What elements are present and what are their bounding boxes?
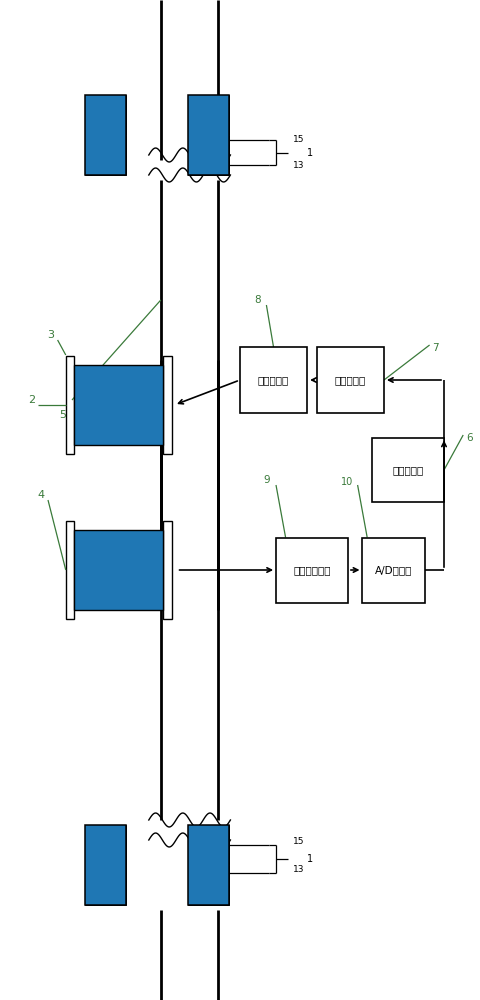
Text: 9: 9 bbox=[264, 475, 270, 485]
Bar bbox=[85, 95, 126, 135]
Text: 6: 6 bbox=[467, 433, 473, 443]
Bar bbox=[85, 825, 126, 865]
Text: 7: 7 bbox=[432, 343, 439, 353]
Bar bbox=[276, 538, 348, 602]
Bar bbox=[74, 530, 163, 610]
Bar bbox=[85, 825, 126, 905]
Text: 中心处理器: 中心处理器 bbox=[392, 465, 424, 475]
Text: 13: 13 bbox=[293, 865, 304, 874]
Text: 1: 1 bbox=[307, 854, 313, 864]
Bar bbox=[317, 348, 384, 412]
Bar bbox=[188, 135, 229, 175]
Bar bbox=[66, 356, 74, 454]
Text: 15: 15 bbox=[293, 135, 304, 144]
Bar bbox=[372, 438, 444, 502]
Text: 信号发生器: 信号发生器 bbox=[335, 375, 366, 385]
Bar bbox=[240, 348, 307, 412]
Bar bbox=[362, 538, 425, 602]
Text: 13: 13 bbox=[293, 160, 304, 169]
Bar bbox=[163, 521, 172, 619]
Bar bbox=[188, 825, 229, 865]
Text: 15: 15 bbox=[293, 838, 304, 846]
Bar bbox=[188, 825, 229, 905]
Text: A/D转换器: A/D转换器 bbox=[375, 565, 412, 575]
Text: 10: 10 bbox=[340, 477, 353, 487]
Text: 1: 1 bbox=[307, 148, 313, 158]
Bar bbox=[163, 356, 172, 454]
Text: 5: 5 bbox=[59, 410, 66, 420]
Bar bbox=[66, 521, 74, 619]
Bar bbox=[188, 95, 229, 135]
Text: 3: 3 bbox=[47, 330, 54, 340]
Text: 2: 2 bbox=[28, 395, 35, 405]
Bar bbox=[85, 95, 126, 175]
Text: 信号预处理器: 信号预处理器 bbox=[293, 565, 331, 575]
Text: 4: 4 bbox=[37, 490, 44, 500]
Bar bbox=[85, 865, 126, 905]
Text: 8: 8 bbox=[254, 295, 261, 305]
Bar bbox=[74, 365, 163, 445]
Text: 功率放大器: 功率放大器 bbox=[258, 375, 289, 385]
Bar bbox=[85, 135, 126, 175]
Bar bbox=[188, 865, 229, 905]
Bar bbox=[188, 95, 229, 175]
